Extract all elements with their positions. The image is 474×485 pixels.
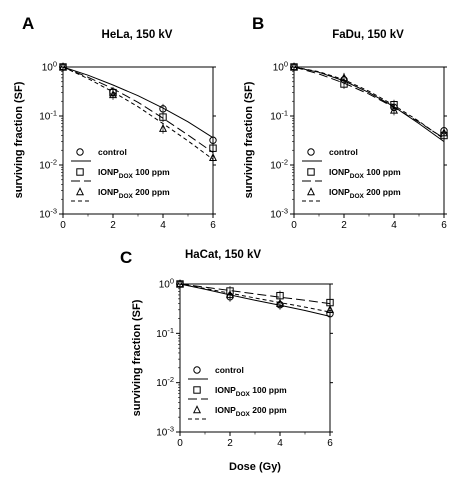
x-tick-label: 2	[227, 438, 233, 449]
chart-panel-a: A HeLa, 150 kV surviving fraction (SF) 100 1…	[13, 14, 218, 231]
data-point-3	[289, 62, 299, 71]
legend-marker	[307, 168, 315, 176]
x-tick-label: 6	[327, 438, 333, 449]
series-fit-line-2	[62, 66, 214, 153]
y-tick-label: 10-1	[156, 326, 174, 340]
data-point-2	[159, 113, 167, 121]
legend-marker	[76, 148, 84, 156]
y-axis-label: surviving fraction (SF)	[13, 81, 25, 198]
data-point-3	[208, 153, 218, 162]
legend-marker	[306, 187, 316, 196]
legend-label: IONPDOX 200 ppm	[215, 405, 287, 418]
data-point-3	[158, 123, 168, 132]
data-point-3	[439, 128, 449, 137]
x-tick-label: 2	[341, 220, 347, 231]
x-tick-label: 0	[60, 220, 66, 231]
legend-label: IONPDOX 100 ppm	[98, 167, 170, 180]
x-tick-label: 4	[391, 220, 397, 231]
y-tick-label: 10-2	[39, 158, 57, 172]
series-fit-line-1	[293, 66, 445, 143]
legend-label: control	[215, 365, 244, 375]
panel-title: HaCat, 150 kV	[185, 249, 261, 261]
data-point-3	[225, 290, 235, 299]
legend-marker	[307, 148, 315, 156]
y-tick-label: 10-1	[270, 109, 288, 123]
panel-letter: B	[252, 14, 264, 33]
y-tick-label: 10-1	[39, 109, 57, 123]
data-point-2	[209, 144, 217, 152]
data-point-3	[108, 90, 118, 99]
legend-label: IONPDOX 100 ppm	[215, 385, 287, 398]
y-tick-label: 100	[42, 60, 57, 74]
y-axis-label: surviving fraction (SF)	[131, 299, 143, 416]
y-tick-label: 100	[159, 277, 174, 291]
chart-panel-b: B FaDu, 150 kV surviving fraction (SF) 100 1…	[243, 14, 449, 231]
x-tick-label: 0	[177, 438, 183, 449]
legend-label: IONPDOX 200 ppm	[329, 187, 401, 200]
legend-marker	[76, 168, 84, 176]
x-tick-label: 0	[291, 220, 297, 231]
legend-label: control	[98, 147, 127, 157]
y-tick-label: 100	[273, 60, 288, 74]
x-tick-label: 6	[441, 220, 447, 231]
x-tick-label: 6	[210, 220, 216, 231]
panel-title: FaDu, 150 kV	[332, 29, 404, 41]
y-tick-label: 10-3	[39, 207, 57, 221]
x-tick-label: 2	[110, 220, 116, 231]
legend-label: IONPDOX 100 ppm	[329, 167, 401, 180]
data-point-3	[58, 62, 68, 71]
legend-marker	[75, 187, 85, 196]
y-tick-label: 10-3	[270, 207, 288, 221]
legend-marker	[192, 405, 202, 414]
data-point-3	[175, 279, 185, 288]
legend-label: IONPDOX 200 ppm	[98, 187, 170, 200]
series-fit-line-3	[179, 283, 331, 313]
data-point-3	[325, 304, 335, 313]
data-point-1	[159, 105, 167, 113]
data-point-3	[389, 105, 399, 114]
chart-panel-c: C HaCat, 150 kV surviving fraction (SF) 100…	[120, 248, 335, 473]
panel-title: HeLa, 150 kV	[102, 29, 173, 41]
y-tick-label: 10-2	[156, 375, 174, 389]
data-point-3	[339, 73, 349, 82]
x-axis-label: Dose (Gy)	[229, 461, 281, 473]
legend-marker	[193, 386, 201, 394]
legend-marker	[193, 366, 201, 374]
x-tick-label: 4	[277, 438, 283, 449]
series-fit-line-1	[179, 283, 331, 317]
y-axis-label: surviving fraction (SF)	[243, 81, 255, 198]
x-tick-label: 4	[160, 220, 166, 231]
series-fit-line-1	[62, 66, 214, 139]
series-fit-line-2	[293, 66, 445, 139]
panel-letter: A	[22, 14, 34, 33]
y-tick-label: 10-3	[156, 425, 174, 439]
series-fit-line-3	[293, 66, 445, 140]
legend-label: control	[329, 147, 358, 157]
panel-letter: C	[120, 248, 132, 267]
y-tick-label: 10-2	[270, 158, 288, 172]
series-fit-line-3	[62, 66, 214, 160]
data-point-3	[275, 298, 285, 307]
